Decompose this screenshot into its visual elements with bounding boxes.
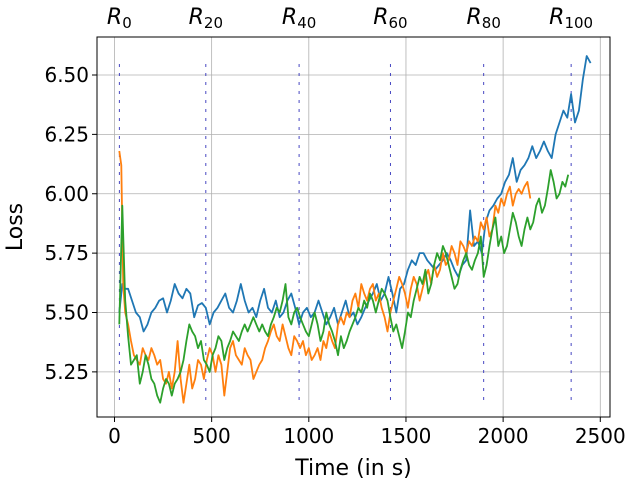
round-marker-label: R60: [373, 5, 407, 32]
x-tick-label: 2500: [575, 424, 626, 448]
x-tick-label: 0: [108, 424, 121, 448]
plot-area-frame: [96, 36, 611, 418]
grid: [97, 37, 610, 417]
round-marker-label: R80: [466, 5, 500, 32]
round-marker-label: R20: [189, 5, 223, 32]
y-tick-label: 6.25: [44, 122, 89, 146]
round-marker-label: R100: [549, 5, 593, 32]
y-tick-label: 5.75: [44, 241, 89, 265]
y-tick-label: 5.50: [44, 301, 89, 325]
x-tick-label: 1000: [283, 424, 334, 448]
series-lines: [118, 55, 592, 404]
x-axis-title: Time (in s): [294, 456, 412, 480]
y-tick-label: 6.50: [44, 63, 89, 87]
y-tick-label: 5.25: [44, 360, 89, 384]
x-axis-ticks: 0 500 1000 1500 2000 2500: [108, 417, 626, 448]
x-tick-label: 2000: [478, 424, 529, 448]
y-axis-ticks: 5.25 5.50 5.75 6.00 6.25 6.50: [44, 63, 97, 384]
series-line-2: [118, 150, 532, 404]
x-tick-label: 500: [193, 424, 231, 448]
x-tick-label: 1500: [381, 424, 432, 448]
y-axis-title: Loss: [3, 203, 28, 251]
round-marker-label: R40: [282, 5, 316, 32]
series-line-3: [118, 169, 570, 404]
round-marker-label: R0: [107, 5, 132, 32]
series-line-1: [118, 55, 592, 333]
y-tick-label: 6.00: [44, 182, 89, 206]
round-marker-labels: R0 R20 R40 R60 R80 R100: [107, 5, 593, 32]
